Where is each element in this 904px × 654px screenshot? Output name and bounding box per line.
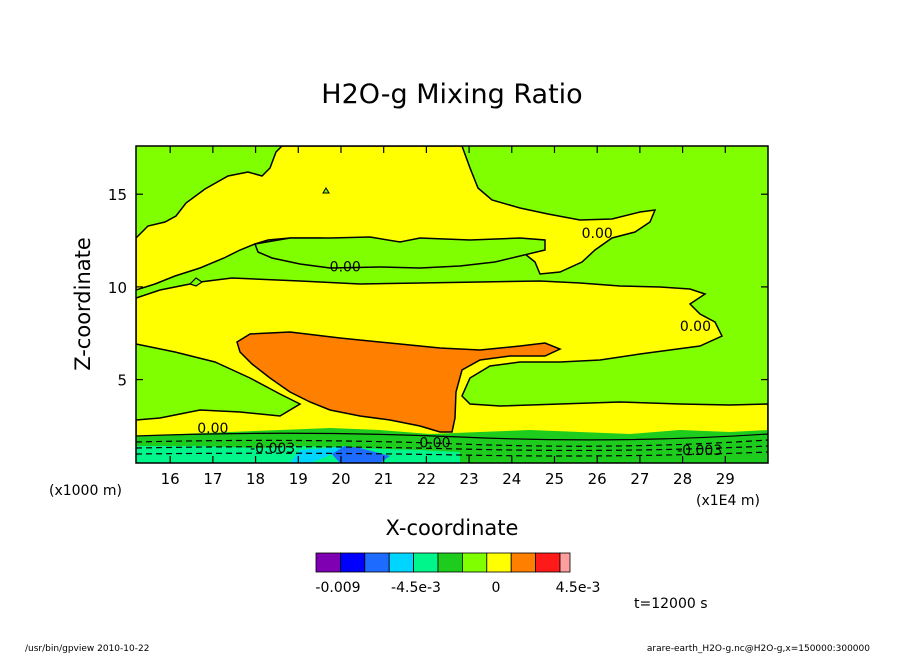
- colorbar-label-2: 0: [492, 580, 501, 596]
- plot-area: [136, 146, 768, 463]
- colorbar-swatch-9: [535, 552, 561, 573]
- plot-frame: [135, 145, 769, 464]
- x-tick-label-4: 20: [331, 470, 350, 488]
- y-tick-label-2: 15: [108, 186, 127, 204]
- colorbar-swatch-2: [364, 552, 390, 573]
- region-wedge: [236, 331, 562, 433]
- contour-label-layer: 0.00 0.00 0.00 0.00 0.00 -0.003 -0.003: [197, 226, 722, 459]
- footer-left: /usr/bin/gpview 2010-10-22: [25, 644, 149, 654]
- contour-label-2: 0.00: [680, 319, 711, 335]
- contour-label-4: 0.00: [419, 436, 450, 452]
- x-tick-label-9: 25: [545, 470, 564, 488]
- y-unit-label: (x1000 m): [49, 483, 122, 499]
- axes-layer: 16 17 18 19 20 21 22 23 24 25 26 27 28 29 5 10 15: [108, 146, 768, 488]
- x-tick-label-0: 16: [161, 470, 180, 488]
- x-tick-label-5: 21: [374, 470, 393, 488]
- x-tick-label-12: 28: [673, 470, 692, 488]
- x-tick-label-6: 22: [417, 470, 436, 488]
- x-tick-label-1: 17: [203, 470, 222, 488]
- x-unit-label: (x1E4 m): [696, 493, 760, 509]
- x-tick-label-11: 27: [630, 470, 649, 488]
- region-inner-green-band: [253, 236, 546, 269]
- colorbar-swatch-8: [510, 552, 537, 573]
- x-tick-label-2: 18: [246, 470, 265, 488]
- region-surface-blue: [330, 446, 390, 463]
- y-tick-label-0: 5: [117, 372, 127, 390]
- x-tick-label-10: 26: [588, 470, 607, 488]
- x-tick-label-3: 19: [289, 470, 308, 488]
- time-label: t=12000 s: [634, 596, 708, 612]
- x-tick-label-8: 24: [502, 470, 521, 488]
- colorbar-swatch-6: [461, 552, 488, 573]
- colorbar-swatch-7: [486, 552, 512, 573]
- y-axis-label: Z-coordinate: [71, 237, 95, 371]
- colorbar-swatch-3: [388, 552, 415, 573]
- contour-label-1: 0.00: [330, 259, 361, 275]
- contour-label-3: 0.00: [197, 421, 228, 437]
- colorbar-swatch-4: [413, 552, 439, 573]
- colorbar-swatch-10: [559, 552, 571, 573]
- colorbar-label-0: -0.009: [315, 580, 360, 596]
- feature-blob-top: [322, 187, 330, 194]
- colorbar-swatch-1: [339, 552, 366, 573]
- colorbar-label-3: 4.5e-3: [556, 580, 601, 596]
- colorbar-label-1: -4.5e-3: [391, 580, 441, 596]
- x-tick-label-13: 29: [716, 470, 735, 488]
- region-surface-aqua: [290, 446, 345, 463]
- x-tick-label-7: 23: [460, 470, 479, 488]
- contour-label-5: -0.003: [250, 441, 295, 457]
- surface-contours: [136, 432, 768, 457]
- y-tick-label-1: 10: [108, 279, 127, 297]
- colorbar-swatch-0: [315, 552, 341, 573]
- contour-label-0: 0.00: [582, 226, 613, 242]
- contour-label-6: -0.003: [677, 443, 722, 459]
- feature-blob-left: [188, 277, 204, 287]
- footer-right: arare-earth_H2O-g.nc@H2O-g,x=150000:3000…: [647, 644, 870, 654]
- chart-title: H2O-g Mixing Ratio: [321, 79, 582, 110]
- colorbar-swatch-5: [437, 552, 463, 573]
- colorbar: -0.009 -4.5e-3 0 4.5e-3: [315, 552, 601, 596]
- x-axis-label: X-coordinate: [386, 516, 519, 540]
